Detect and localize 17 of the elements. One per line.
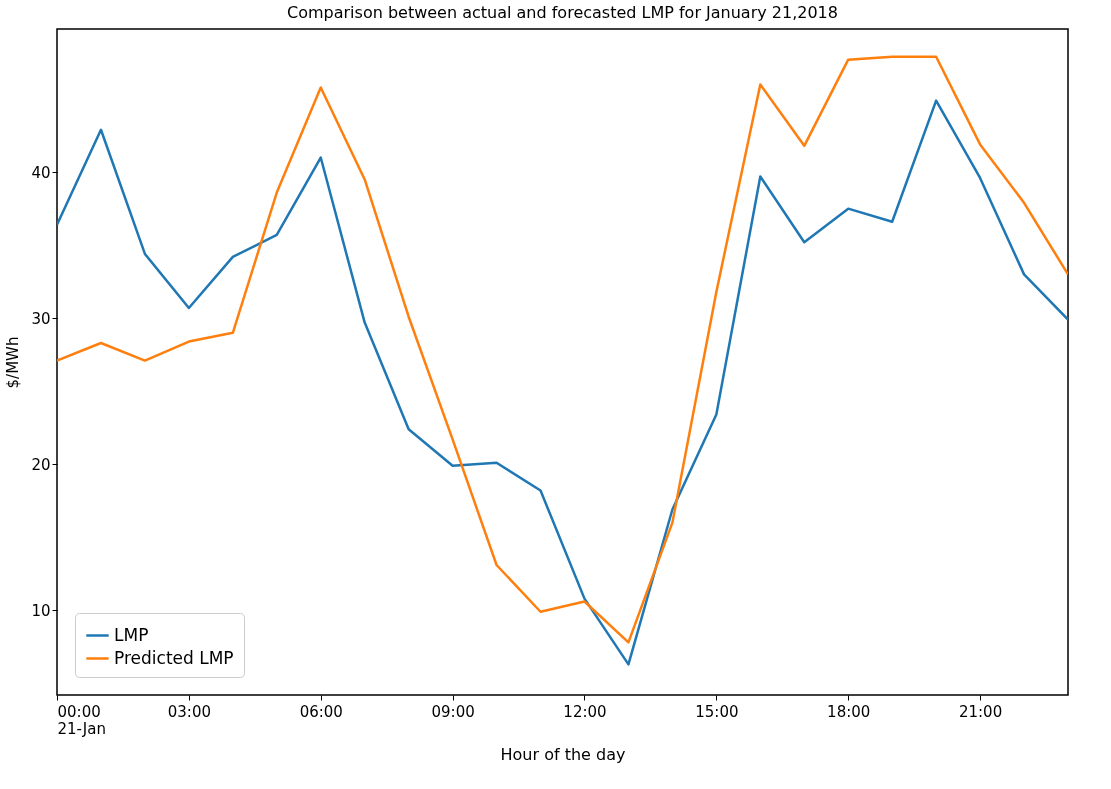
x-tick-label: 21:00 bbox=[958, 702, 1003, 721]
x-tick-label: 18:00 bbox=[827, 702, 871, 721]
legend-label: LMP bbox=[114, 624, 149, 645]
x-axis-title: Hour of the day bbox=[500, 744, 626, 764]
y-tick-label: 20 bbox=[31, 455, 51, 474]
x-tick-label: 00:00 21-Jan bbox=[57, 702, 106, 738]
x-tick-label: 09:00 bbox=[431, 702, 475, 721]
y-tick-label: 30 bbox=[31, 309, 51, 328]
chart-title: Comparison between actual and forecasted LMP for January 21,2018 bbox=[287, 3, 838, 22]
y-tick-label: 40 bbox=[31, 163, 51, 182]
x-tick-label: 06:00 bbox=[299, 702, 343, 721]
x-tick-label: 12:00 bbox=[563, 702, 607, 721]
legend-label: Predicted LMP bbox=[114, 647, 234, 668]
x-tick-label: 03:00 bbox=[167, 702, 211, 721]
y-tick-label: 10 bbox=[31, 601, 51, 620]
y-axis-title: $/MWh bbox=[4, 336, 23, 389]
x-tick-label: 15:00 bbox=[695, 702, 739, 721]
